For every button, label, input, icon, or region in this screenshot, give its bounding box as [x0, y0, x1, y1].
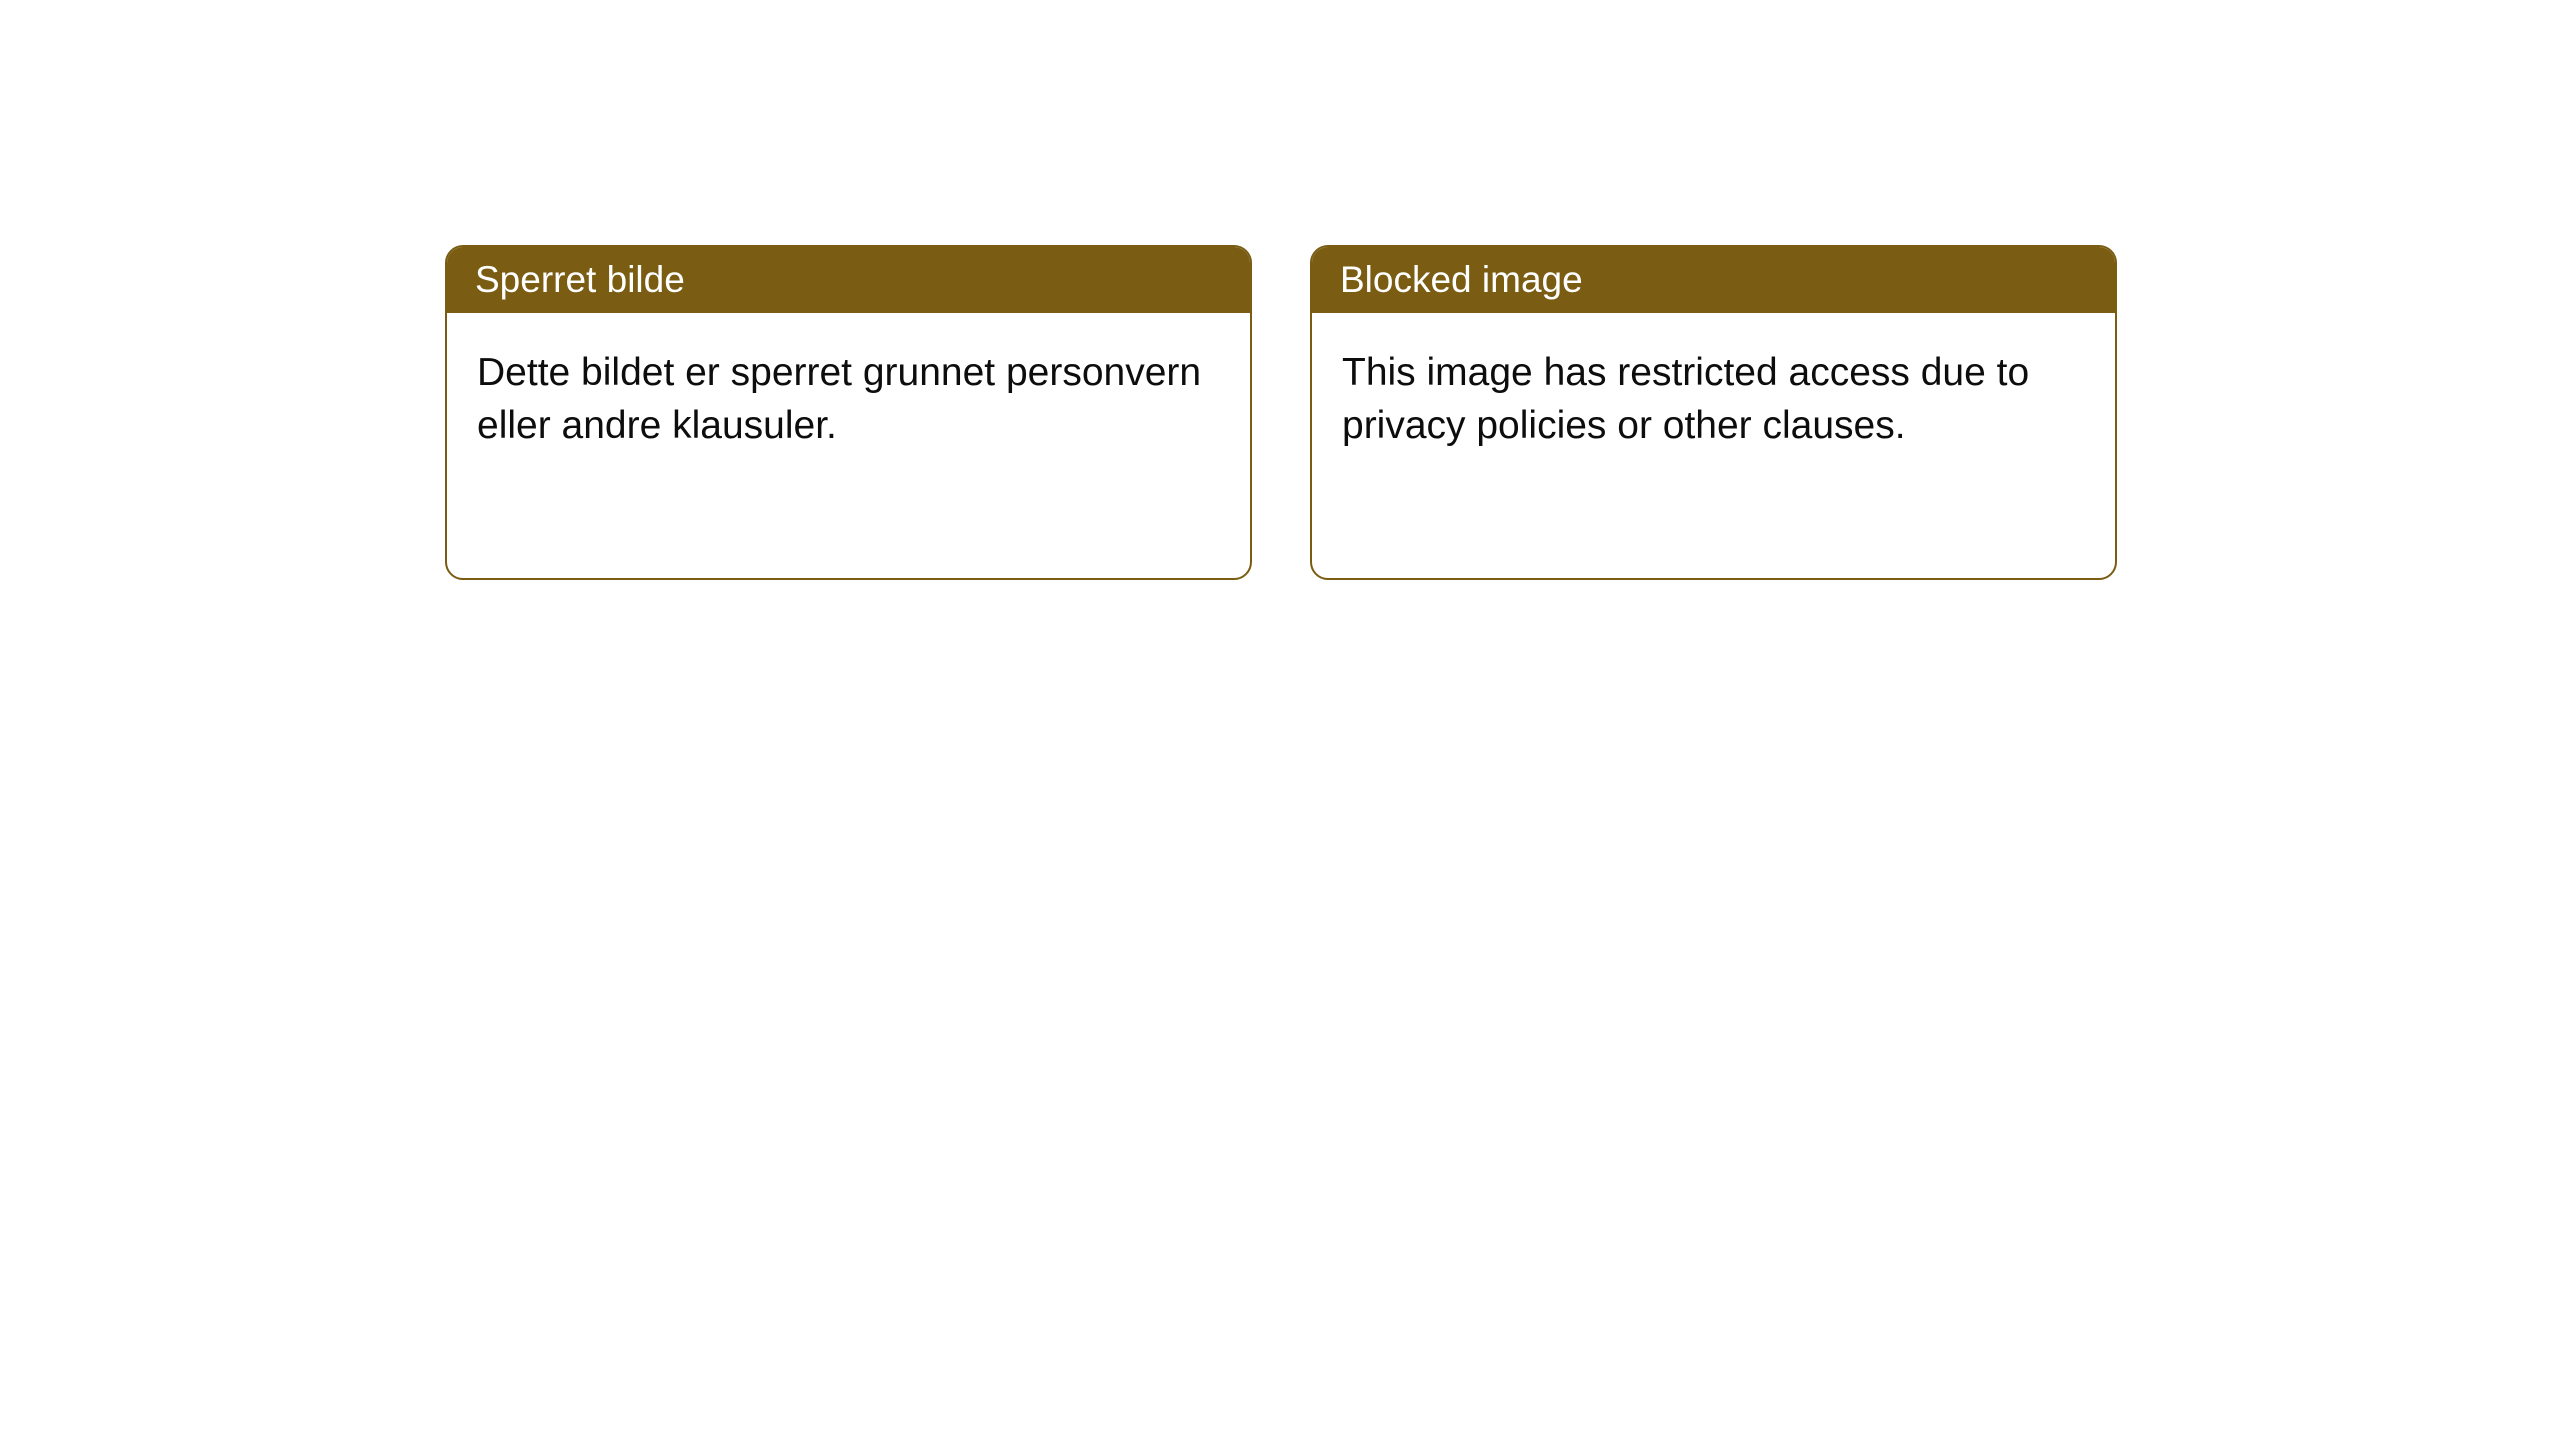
notice-title: Sperret bilde: [475, 259, 685, 300]
notice-body-text: Dette bildet er sperret grunnet personve…: [477, 351, 1201, 447]
notice-body-text: This image has restricted access due to …: [1342, 351, 2029, 447]
notice-body: Dette bildet er sperret grunnet personve…: [447, 313, 1250, 486]
notice-cards-container: Sperret bilde Dette bildet er sperret gr…: [445, 245, 2117, 580]
notice-header: Blocked image: [1312, 247, 2115, 313]
notice-header: Sperret bilde: [447, 247, 1250, 313]
notice-title: Blocked image: [1340, 259, 1583, 300]
notice-card-norwegian: Sperret bilde Dette bildet er sperret gr…: [445, 245, 1252, 580]
notice-body: This image has restricted access due to …: [1312, 313, 2115, 486]
notice-card-english: Blocked image This image has restricted …: [1310, 245, 2117, 580]
